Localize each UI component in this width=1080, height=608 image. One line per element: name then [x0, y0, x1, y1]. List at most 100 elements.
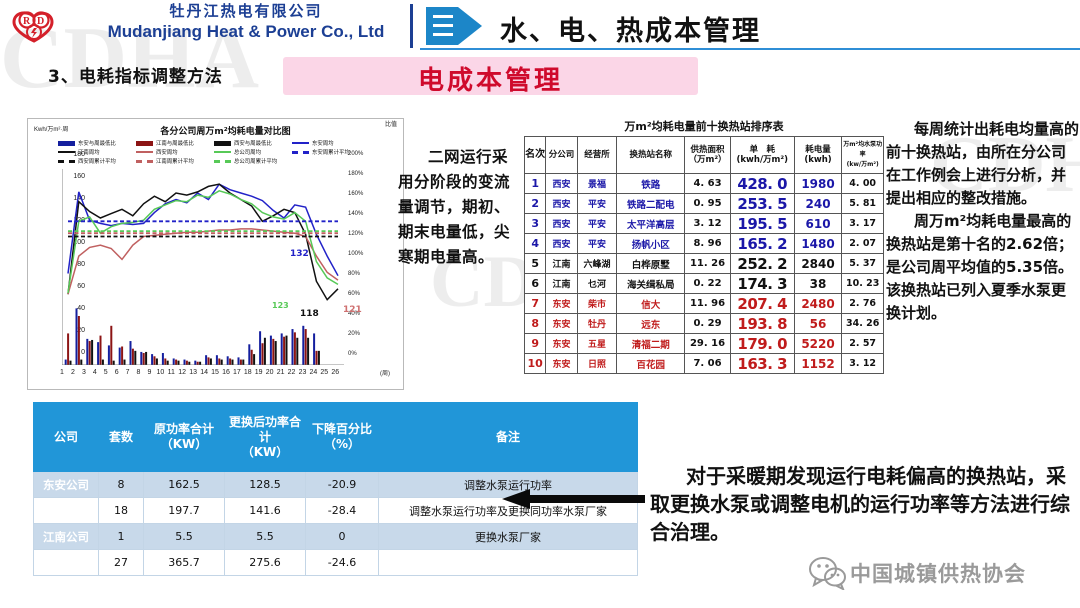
chart-bar: [231, 359, 234, 365]
legend-swatch-icon: [214, 150, 231, 154]
header-divider: [410, 4, 413, 48]
kwh-cell: 38: [793, 273, 843, 294]
chart-bar: [112, 360, 115, 365]
chart-bar: [283, 336, 286, 365]
chart-bar: [107, 345, 110, 365]
orig-power-cell: 197.7: [143, 497, 225, 524]
pump-replacement-table: 公司 套数 原功率合计 （KW） 更换后功率合计 （KW） 下降百分比 （%） 备注 …: [33, 402, 638, 576]
after-power-cell: 141.6: [224, 497, 306, 524]
rank-table-title: 万m²均耗电量前十换热站排序表: [624, 120, 784, 133]
legend-swatch-icon: [136, 159, 153, 163]
legend-item: 西安与周最低比: [214, 139, 292, 147]
chart-annotation-123: 123: [272, 301, 289, 310]
x-tick: 2: [70, 369, 75, 376]
station-name-cell: 太平洋高层: [616, 213, 686, 234]
office-cell: 平安: [576, 213, 618, 234]
chart-bar: [285, 335, 288, 365]
y2-tick: 60%: [348, 291, 361, 297]
chart-bar: [302, 325, 305, 365]
chart-bar: [317, 350, 320, 365]
chart-bar: [175, 359, 178, 365]
chart-series-line: [67, 189, 339, 294]
kwh-cell: 2480: [793, 293, 843, 314]
office-cell: 景福: [576, 173, 618, 194]
chart-bar: [69, 360, 72, 365]
chart-bar: [237, 357, 240, 365]
page-header: R D 牡丹江热电有限公司 Mudanjiang Heat & Power Co…: [0, 0, 1080, 52]
area-cell: 11. 96: [684, 293, 731, 314]
pump-power-cell: 2. 76: [841, 293, 884, 314]
chart-bar: [207, 357, 210, 365]
legend-item: 江南周累计平均: [136, 157, 214, 165]
section-heading: 3、电耗指标调整方法: [48, 67, 223, 87]
chart-bar: [269, 335, 272, 365]
y2-tick: 120%: [348, 231, 364, 237]
kwh-cell: 2840: [793, 253, 843, 274]
unit-consumption-cell: 207. 4: [729, 293, 795, 314]
x-tick: 8: [136, 369, 141, 376]
x-tick: 21: [276, 369, 285, 376]
company-cell: 西安公司: [33, 497, 99, 524]
pump-power-cell: 2. 07: [841, 233, 884, 254]
unit-consumption-cell: 163. 3: [729, 353, 795, 374]
unit-consumption-cell: 428. 0: [729, 173, 795, 194]
chart-bar: [196, 361, 199, 365]
chart-series-line: [67, 183, 339, 301]
chart-y-axis-label: Kwh/万m²·周: [34, 127, 69, 133]
x-tick: 6: [114, 369, 119, 376]
area-cell: 8. 96: [684, 233, 731, 254]
office-cell: 五星: [576, 333, 618, 354]
banner-title: 电成本管理: [417, 66, 563, 96]
chart-bar: [151, 354, 154, 365]
legend-label: 江南与周最低比: [156, 141, 194, 147]
decrease-pct-cell: -20.9: [305, 471, 379, 498]
table-row: 东安公司 8 162.5 128.5 -20.9 调整水泵运行功率: [33, 471, 638, 498]
legend-label: 东安周均: [312, 141, 334, 147]
unit-consumption-cell: 253. 5: [729, 193, 795, 214]
chart-bar: [129, 341, 132, 365]
legend-label: 江南周累计平均: [156, 159, 194, 165]
orig-power-cell: 365.7: [143, 549, 225, 576]
office-cell: 牡丹: [576, 313, 618, 334]
legend-swatch-icon: [58, 159, 75, 163]
page-title: 水、电、热成本管理: [500, 16, 761, 47]
chart-bar: [145, 351, 148, 365]
chart-annotation-121: 121: [343, 305, 362, 315]
table-row: 9 东安 五星 清福二期 29. 16 179. 0 5220 2. 57: [523, 333, 884, 354]
unit-consumption-col-header: 单 耗 (kwh/万m²): [729, 136, 795, 174]
decrease-pct-cell: -24.6: [305, 549, 379, 576]
decrease-pct-cell: -28.4: [305, 497, 379, 524]
rank-cell: 8: [523, 313, 547, 334]
kwh-cell: 5220: [793, 333, 843, 354]
rank-cell: 5: [523, 253, 547, 274]
remediation-note: 对于采暖期发现运行电耗偏高的换热站，采取更换水泵或调整电机的运行功率等方法进行综…: [650, 464, 1070, 544]
kwh-cell: 240: [793, 193, 843, 214]
x-tick: 18: [243, 369, 252, 376]
top10-station-table-wrap: 万m²均耗电量前十换热站排序表 名次 分公司 经营所 换热站名称 供热面积 （万m…: [523, 118, 884, 374]
legend-item: 东安与周最低比: [58, 139, 136, 147]
x-tick: 5: [103, 369, 108, 376]
branch-cell: 西安: [545, 213, 578, 234]
chart-bar: [307, 337, 310, 365]
station-name-cell: 海关缉私局: [616, 273, 686, 294]
chart-bar: [177, 360, 180, 365]
x-tick: 11: [167, 369, 175, 376]
rank-table-header-row: 名次 分公司 经营所 换热站名称 供热面积 （万m²） 单 耗 (kwh/万m²) …: [523, 136, 884, 174]
office-cell: 六峰湖: [576, 253, 618, 274]
rank-cell: 7: [523, 293, 547, 314]
remark-cell: [378, 549, 638, 576]
area-cell: 4. 63: [684, 173, 731, 194]
sets-cell: 27: [98, 549, 144, 576]
legend-label: 东安与周最低比: [78, 141, 116, 147]
pump-power-cell: 5. 37: [841, 253, 884, 274]
x-tick: 12: [178, 369, 187, 376]
chart-bar: [304, 329, 307, 365]
office-col-header: 经营所: [576, 136, 618, 174]
pump-power-cell: 3. 17: [841, 213, 884, 234]
chart-bar: [185, 360, 188, 365]
legend-swatch-icon: [58, 140, 75, 146]
chart-bar: [218, 358, 221, 365]
company-logo-icon: R D: [12, 11, 54, 43]
chart-bar: [134, 350, 137, 365]
svg-text:R: R: [23, 16, 31, 27]
